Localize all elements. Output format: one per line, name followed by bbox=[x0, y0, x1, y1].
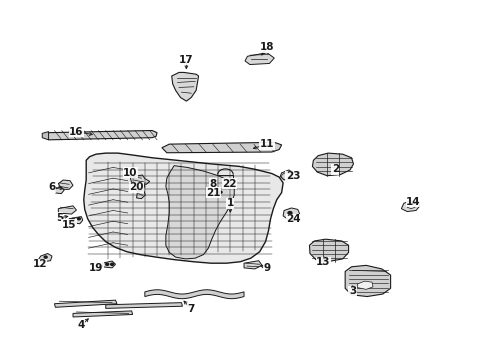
Polygon shape bbox=[345, 265, 391, 297]
Circle shape bbox=[44, 256, 47, 258]
Polygon shape bbox=[310, 239, 348, 262]
Polygon shape bbox=[73, 311, 133, 317]
Polygon shape bbox=[283, 208, 300, 220]
Polygon shape bbox=[106, 303, 182, 309]
Text: 8: 8 bbox=[210, 179, 217, 189]
Text: 17: 17 bbox=[179, 55, 194, 65]
Polygon shape bbox=[54, 300, 117, 307]
Polygon shape bbox=[280, 170, 293, 180]
Circle shape bbox=[77, 218, 80, 220]
Polygon shape bbox=[42, 132, 49, 140]
Polygon shape bbox=[245, 53, 274, 64]
Polygon shape bbox=[166, 166, 234, 259]
Text: 21: 21 bbox=[206, 188, 220, 198]
Text: 16: 16 bbox=[69, 127, 84, 136]
Text: 20: 20 bbox=[129, 182, 144, 192]
Polygon shape bbox=[137, 191, 146, 199]
Polygon shape bbox=[203, 175, 215, 180]
Polygon shape bbox=[145, 290, 244, 299]
Polygon shape bbox=[357, 281, 373, 289]
Circle shape bbox=[288, 212, 292, 215]
Text: 15: 15 bbox=[62, 220, 76, 230]
Polygon shape bbox=[244, 261, 262, 269]
Text: 24: 24 bbox=[287, 215, 301, 224]
Polygon shape bbox=[58, 206, 76, 214]
Polygon shape bbox=[130, 175, 150, 184]
Text: 11: 11 bbox=[260, 139, 274, 149]
Text: 13: 13 bbox=[316, 257, 330, 267]
Text: 9: 9 bbox=[264, 263, 270, 273]
Polygon shape bbox=[218, 190, 223, 194]
Polygon shape bbox=[196, 179, 205, 184]
Text: 5: 5 bbox=[56, 213, 63, 222]
Polygon shape bbox=[58, 180, 73, 189]
Polygon shape bbox=[47, 131, 157, 140]
Polygon shape bbox=[69, 217, 83, 224]
Text: 1: 1 bbox=[227, 198, 234, 208]
Text: 18: 18 bbox=[260, 42, 274, 52]
Text: 7: 7 bbox=[188, 304, 195, 314]
Text: 2: 2 bbox=[332, 164, 339, 174]
Polygon shape bbox=[407, 203, 415, 209]
Polygon shape bbox=[39, 253, 52, 262]
Text: 10: 10 bbox=[123, 168, 137, 178]
Circle shape bbox=[72, 219, 74, 221]
Polygon shape bbox=[137, 182, 145, 191]
Polygon shape bbox=[84, 153, 283, 263]
Text: 12: 12 bbox=[32, 259, 47, 269]
Text: 14: 14 bbox=[406, 197, 421, 207]
Polygon shape bbox=[401, 201, 420, 212]
Polygon shape bbox=[102, 261, 116, 268]
Polygon shape bbox=[55, 187, 64, 194]
Circle shape bbox=[219, 191, 222, 193]
Circle shape bbox=[106, 263, 109, 265]
Circle shape bbox=[111, 263, 114, 265]
Polygon shape bbox=[172, 72, 198, 101]
Polygon shape bbox=[205, 178, 216, 183]
Text: 23: 23 bbox=[286, 171, 300, 181]
Polygon shape bbox=[313, 153, 353, 176]
Text: 3: 3 bbox=[349, 286, 356, 296]
Polygon shape bbox=[162, 142, 282, 153]
Text: 4: 4 bbox=[77, 320, 85, 330]
Text: 19: 19 bbox=[89, 263, 103, 273]
Text: 22: 22 bbox=[222, 179, 237, 189]
Text: 6: 6 bbox=[49, 182, 56, 192]
